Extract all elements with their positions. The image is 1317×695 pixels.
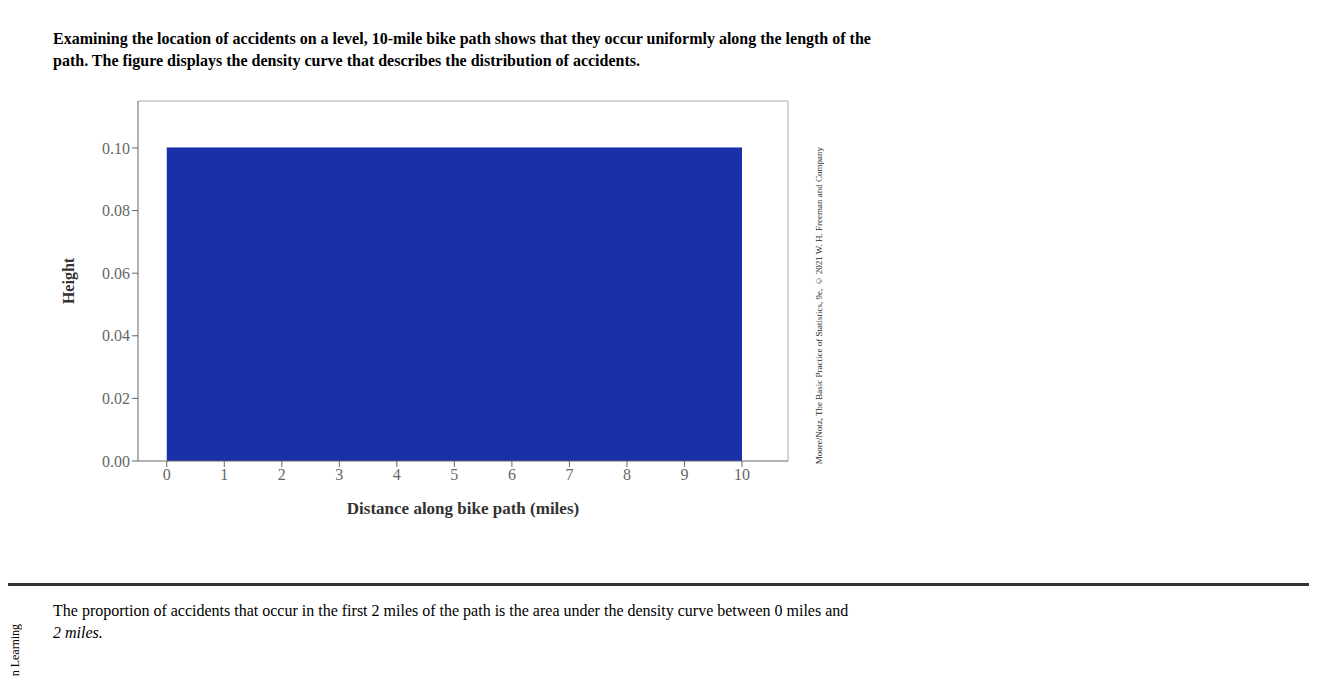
svg-text:0.02: 0.02 — [102, 390, 130, 407]
html-text:2 miles.: 2 miles. — [53, 624, 103, 641]
svg-text:9: 9 — [680, 466, 688, 483]
svg-text:1: 1 — [220, 466, 228, 483]
html-text:n Learning: n Learning — [8, 623, 22, 676]
svg-text:0.08: 0.08 — [102, 202, 130, 219]
svg-text:7: 7 — [565, 466, 573, 483]
svg-text:0.00: 0.00 — [102, 453, 130, 470]
svg-text:6: 6 — [508, 466, 516, 483]
svg-text:Distance along bike path (mile: Distance along bike path (miles) — [347, 499, 579, 518]
svg-text:3: 3 — [335, 466, 343, 483]
html-text:Moore/Notz, The Basic Practice: Moore/Notz, The Basic Practice of Statis… — [814, 147, 824, 465]
svg-text:10: 10 — [734, 466, 750, 483]
svg-text:2: 2 — [278, 466, 286, 483]
svg-text:0.04: 0.04 — [102, 327, 130, 344]
html-text:The proportion of accidents th: The proportion of accidents that occur i… — [53, 602, 849, 619]
svg-text:5: 5 — [450, 466, 458, 483]
html-text:Examining the location of acci: Examining the location of accidents on a… — [53, 30, 871, 47]
svg-text:0: 0 — [163, 466, 171, 483]
svg-text:4: 4 — [393, 466, 401, 483]
svg-text:Height: Height — [60, 257, 78, 304]
svg-text:0.06: 0.06 — [102, 265, 130, 282]
svg-text:8: 8 — [623, 466, 631, 483]
svg-text:0.10: 0.10 — [102, 140, 130, 157]
html-text:path. The figure displays the: path. The figure displays the density cu… — [53, 52, 640, 69]
